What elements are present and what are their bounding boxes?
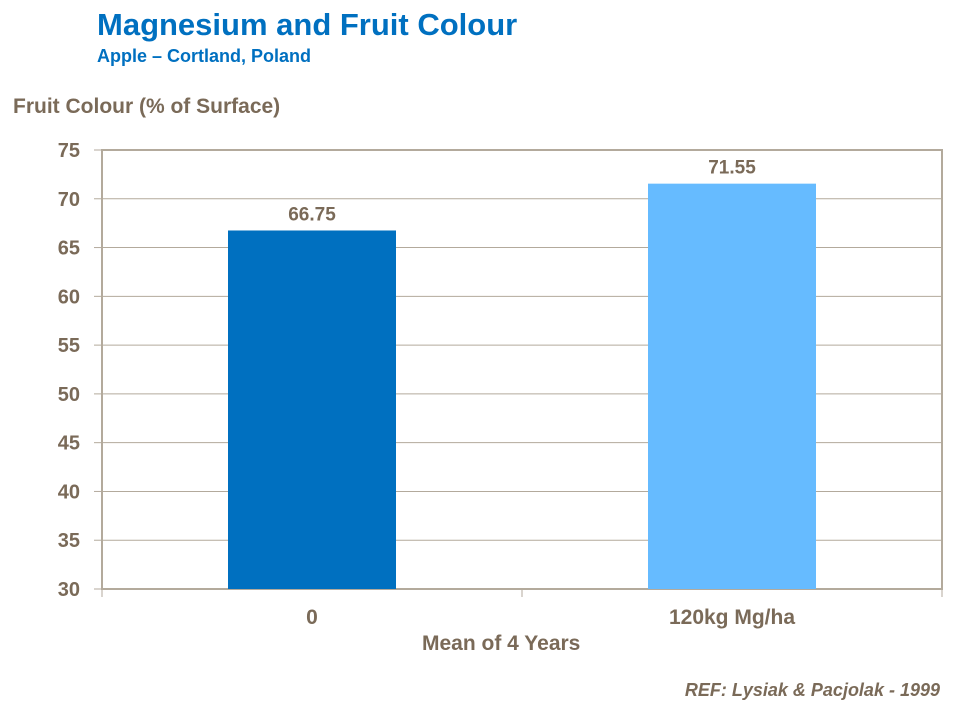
y-tick-label: 65 — [58, 238, 80, 260]
y-tick-label: 30 — [58, 579, 80, 601]
y-tick-label: 50 — [58, 384, 80, 406]
y-tick-label: 75 — [58, 140, 80, 162]
y-tick-label: 45 — [58, 433, 80, 455]
reference-note: REF: Lysiak & Pacjolak - 1999 — [684, 680, 940, 700]
bar-0 — [228, 230, 396, 589]
chart-title: Magnesium and Fruit Colour — [97, 7, 518, 42]
y-tick-label: 70 — [58, 189, 80, 211]
y-tick-label: 60 — [58, 286, 80, 308]
data-label: 66.75 — [288, 204, 336, 225]
y-axis-label: Fruit Colour (% of Surface) — [13, 95, 281, 118]
x-tick-label: 120kg Mg/ha — [669, 606, 795, 629]
y-tick-label: 40 — [58, 481, 80, 503]
y-tick-label: 55 — [58, 335, 80, 357]
x-tick-label: 0 — [306, 606, 318, 629]
y-tick-label: 35 — [58, 530, 80, 552]
data-label: 71.55 — [708, 158, 756, 179]
bar-1 — [648, 183, 816, 589]
x-axis-label: Mean of 4 Years — [422, 632, 581, 655]
chart-subtitle: Apple – Cortland, Poland — [97, 46, 312, 66]
